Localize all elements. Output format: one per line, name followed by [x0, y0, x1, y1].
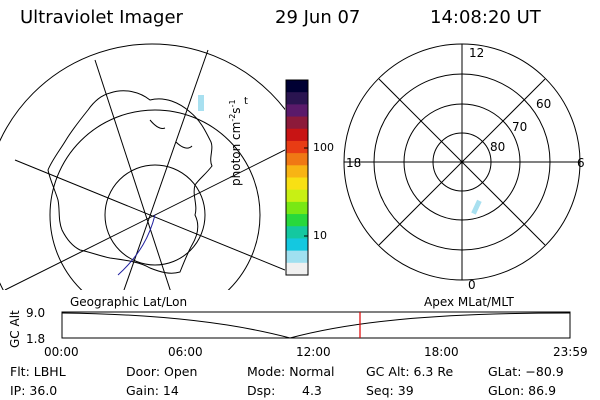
mlt-label-6: 6 [577, 156, 585, 170]
colorbar-label-sup1: -2 [228, 113, 237, 122]
info-filter: Flt: LBHL [10, 364, 66, 379]
colorbar-segment [286, 238, 308, 252]
colorbar-segment [286, 262, 308, 276]
lat-circle-inner [104, 164, 206, 266]
timeline-x-tick: 12:00 [296, 345, 331, 359]
colorbar-segment [286, 80, 308, 93]
colorbar-segment [286, 140, 308, 154]
lat-circle-outer [0, 43, 285, 290]
colorbar-segment [286, 189, 308, 203]
colorbar-frame [285, 79, 309, 276]
lon-line [4, 149, 285, 290]
colorbar-label-mid: s [229, 107, 243, 114]
lat-label-80: 80 [490, 140, 506, 154]
colorbar-tick-100: 100 [313, 141, 334, 154]
path-line [117, 214, 156, 276]
info-gc-alt: GC Alt: 6.3 Re [366, 364, 454, 379]
timeline-axis-label: GC Alt [8, 310, 22, 348]
lon-line [123, 49, 209, 290]
app-title: Ultraviolet Imager [20, 7, 183, 28]
polar-plot [343, 43, 581, 281]
info-glat: GLat: −80.9 [488, 364, 564, 379]
lat-label-60: 60 [536, 97, 552, 111]
colorbar-unit-label: photon cm-2s-1 [228, 99, 243, 186]
colorbar-segment [286, 104, 308, 118]
altitude-curve [61, 312, 571, 339]
colorbar-segment [286, 226, 308, 239]
info-seq: Seq: 39 [366, 383, 414, 398]
lon-line [14, 159, 285, 271]
colorbar-segment [286, 201, 308, 215]
colorbar-segment [286, 177, 308, 191]
colorbar-segment [286, 153, 308, 166]
info-glon: GLon: 86.9 [488, 383, 557, 398]
polar-diagonal [378, 78, 546, 246]
coastline-detail [149, 119, 193, 149]
timeline-right-label: Apex MLat/MLT [424, 295, 514, 309]
timeline-plot [61, 311, 571, 339]
colorbar [285, 79, 309, 276]
colorbar-segment [286, 250, 308, 264]
info-ip: IP: 36.0 [10, 383, 58, 398]
info-dsp-label: Dsp: [247, 383, 276, 398]
colorbar-segment [286, 92, 308, 105]
info-gain: Gain: 14 [126, 383, 179, 398]
mlt-label-18: 18 [346, 156, 362, 170]
timeline-x-tick: 06:00 [168, 345, 203, 359]
mlt-label-12: 12 [469, 46, 485, 60]
map-edge-tick: t [244, 96, 248, 107]
info-door: Door: Open [126, 364, 198, 379]
colorbar-tick-10: 10 [313, 229, 327, 242]
colorbar-segment [286, 128, 308, 142]
colorbar-segment [286, 116, 308, 130]
colorbar-label-text: photon cm [229, 121, 243, 186]
lon-line [94, 59, 171, 290]
timeline-x-tick: 23:59 [553, 345, 588, 359]
timeline-y-top: 9.0 [26, 306, 46, 320]
info-dsp-value: 4.3 [302, 383, 322, 398]
info-mode: Mode: Normal [247, 364, 335, 379]
lat-label-70: 70 [512, 120, 528, 134]
coastline [47, 90, 213, 274]
timeline-frame [61, 311, 571, 339]
auroral-spot [198, 95, 204, 111]
colorbar-segment [286, 165, 308, 178]
timeline-x-tick: 00:00 [44, 345, 79, 359]
header-time: 14:08:20 UT [430, 7, 541, 28]
timeline-x-tick: 18:00 [424, 345, 459, 359]
colorbar-segment [286, 214, 308, 227]
timeline-y-bottom: 1.8 [26, 332, 46, 346]
header-date: 29 Jun 07 [275, 7, 361, 28]
lat-circle-middle [49, 109, 261, 290]
colorbar-label-sup2: -1 [228, 99, 237, 108]
geographic-map [0, 43, 285, 290]
auroral-spot [471, 199, 482, 215]
timeline-left-label: Geographic Lat/Lon [70, 295, 188, 309]
mlt-label-0: 0 [468, 278, 476, 292]
